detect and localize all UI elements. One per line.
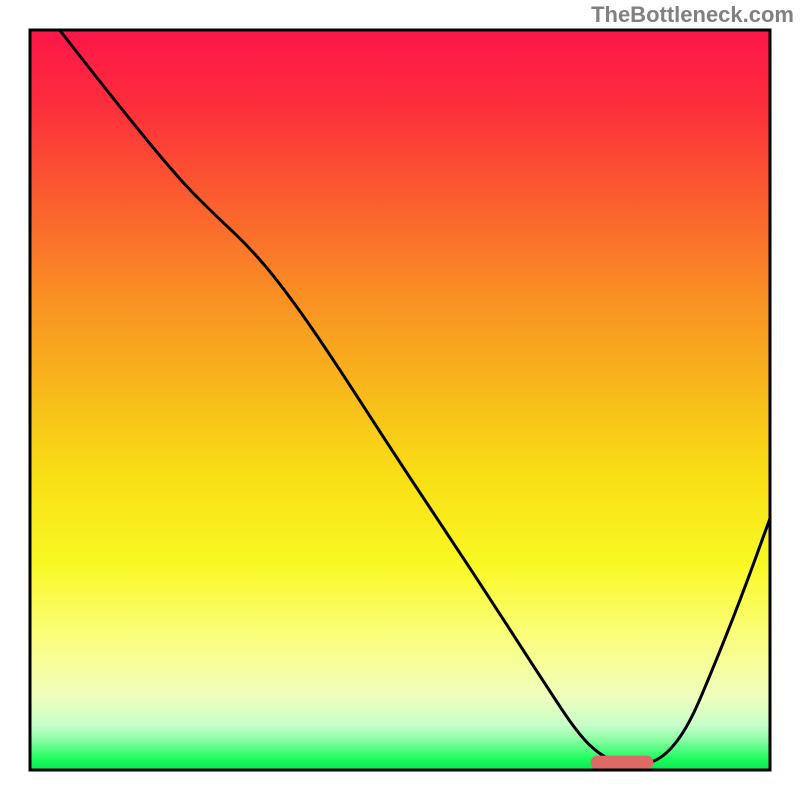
bottleneck-chart [0,0,800,800]
watermark-text: TheBottleneck.com [591,2,794,28]
plot-gradient-background [30,30,770,770]
optimal-range-marker [591,756,654,770]
